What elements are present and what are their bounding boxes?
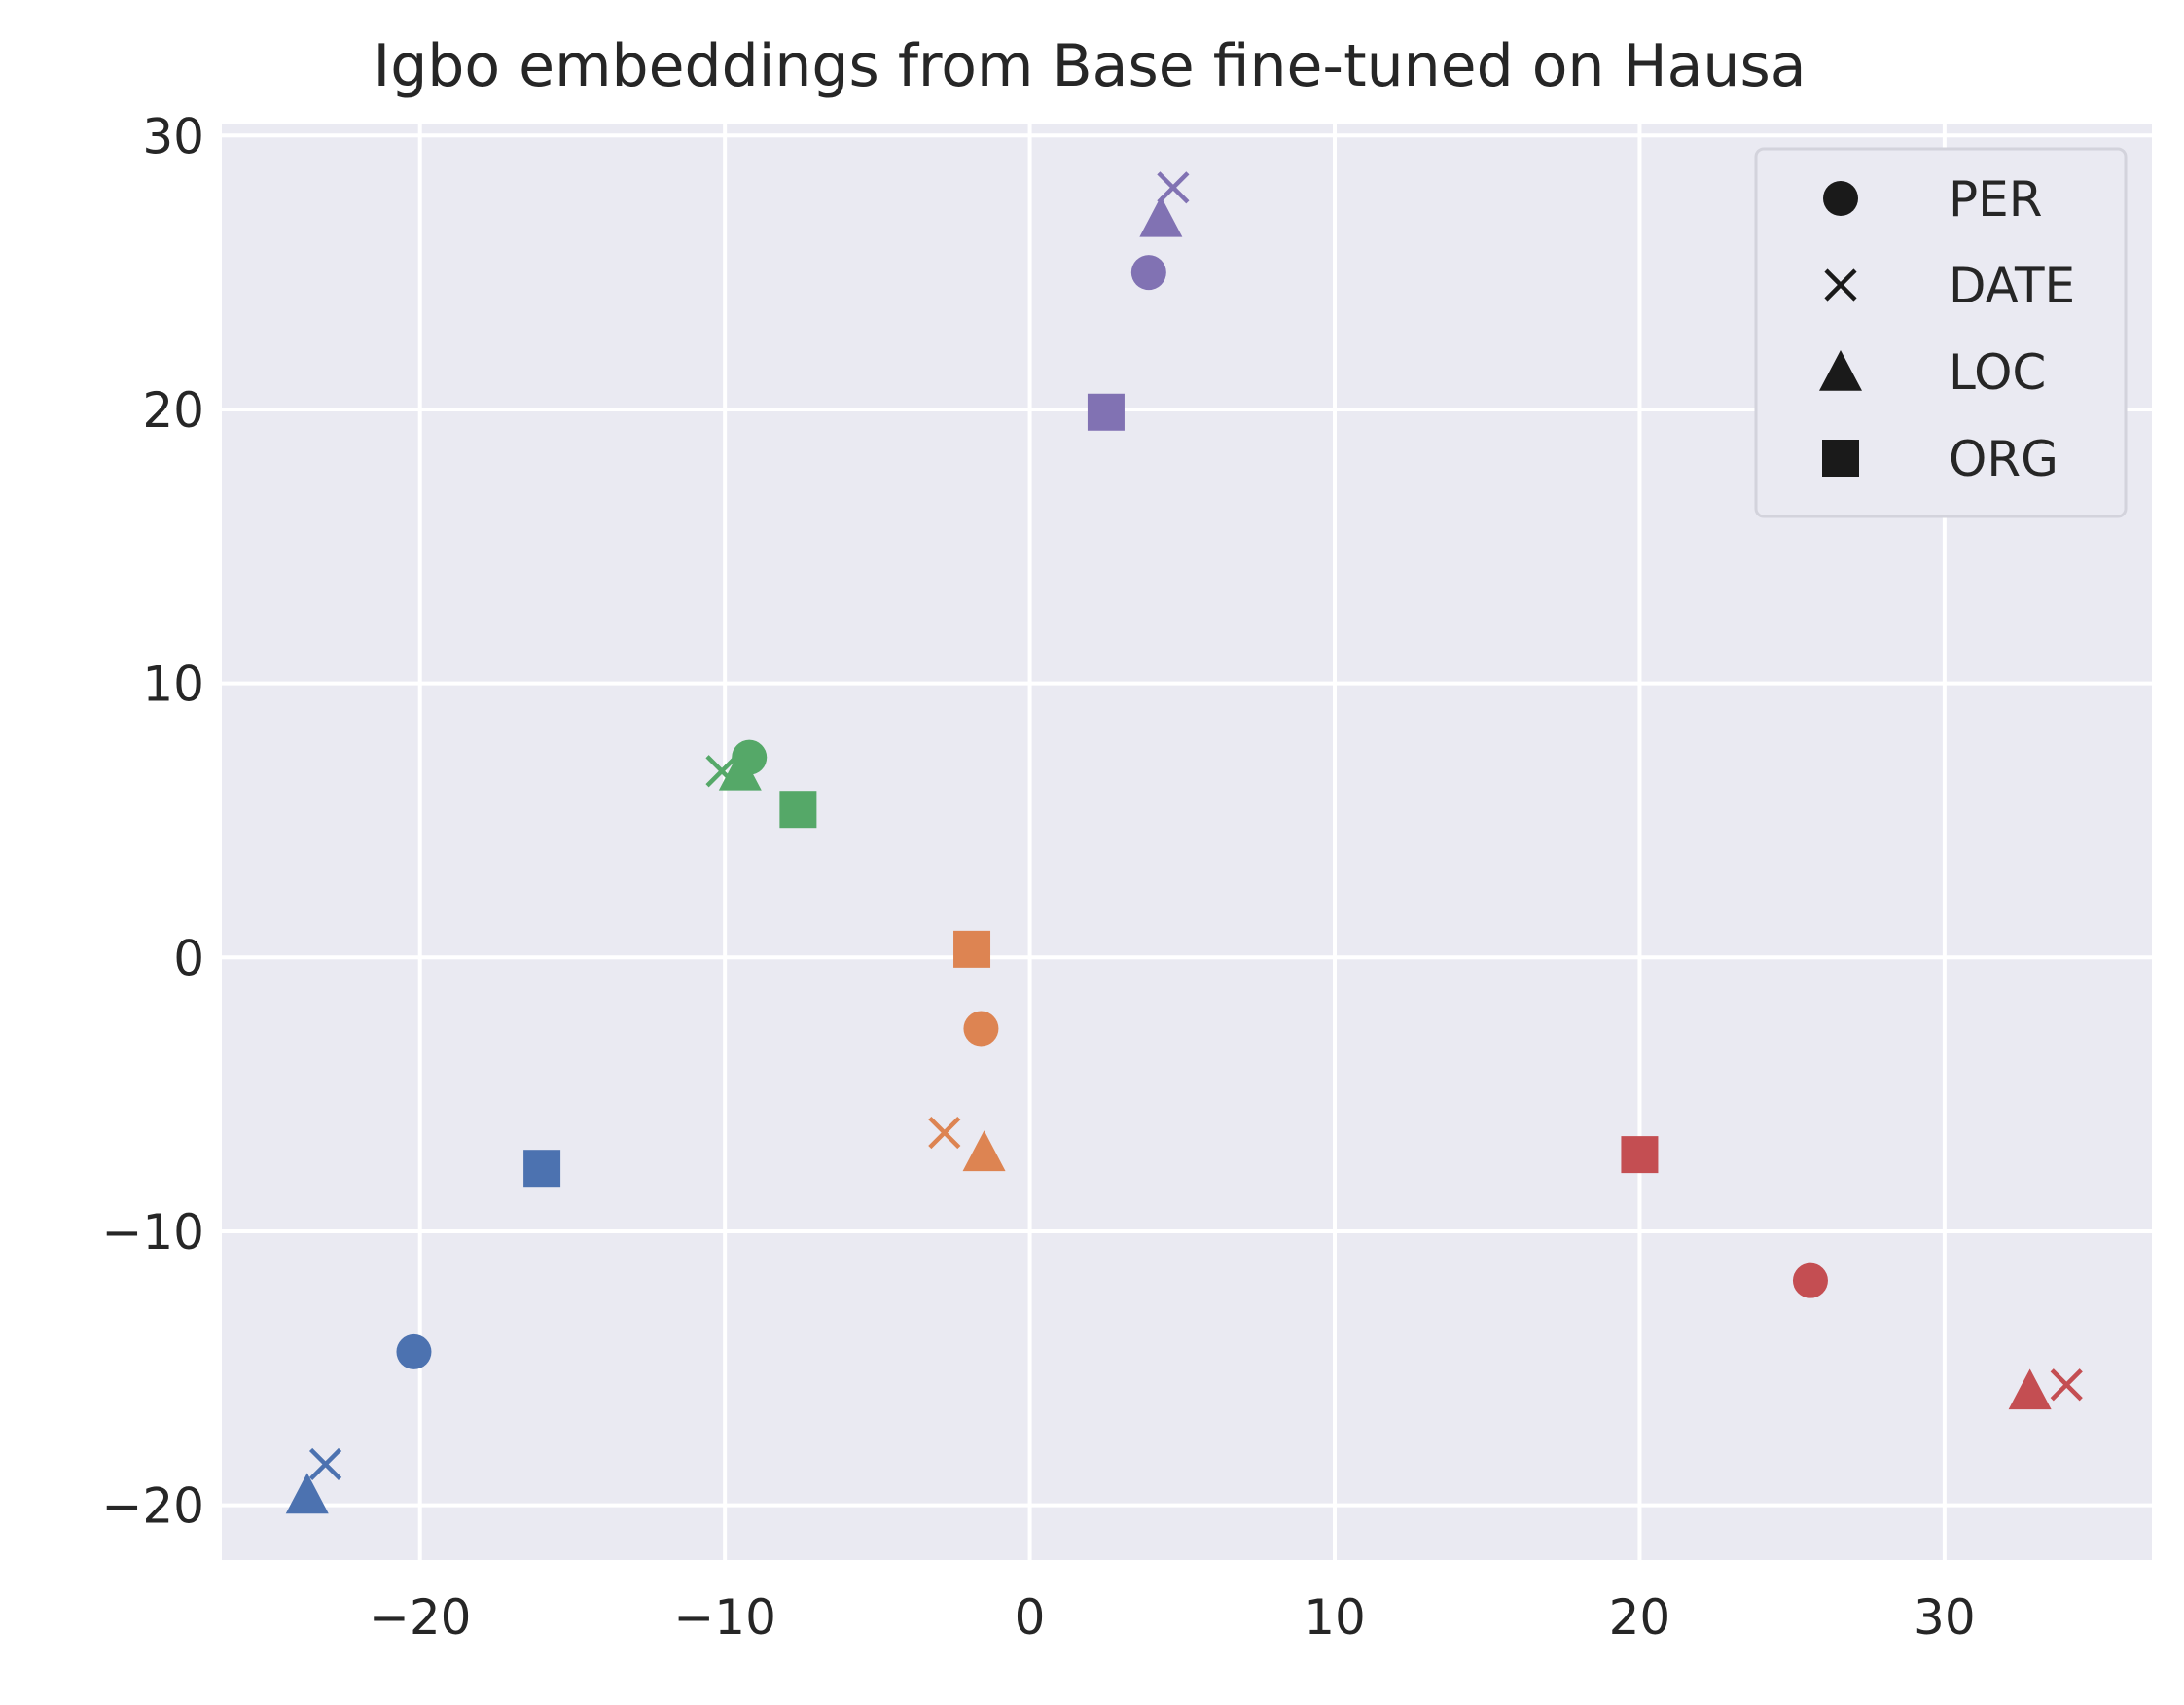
legend-label: ORG [1949, 431, 2059, 487]
y-axis-ticks: −20 −10 0 10 20 30 [101, 108, 204, 1534]
data-point-square [953, 930, 991, 968]
legend-label: PER [1949, 171, 2042, 228]
x-tick-label: −10 [673, 1589, 776, 1646]
data-point-x [928, 1116, 961, 1150]
data-point-circle [1130, 255, 1166, 291]
data-points [285, 171, 2083, 1514]
x-tick-label: 0 [1015, 1589, 1046, 1646]
x-axis-ticks: −20 −10 0 10 20 30 [369, 1589, 1976, 1646]
x-tick-label: 10 [1304, 1589, 1366, 1646]
y-tick-label: −10 [101, 1204, 204, 1261]
legend-label: DATE [1949, 258, 2075, 314]
legend-marker-circle [1823, 181, 1858, 216]
data-point-square [523, 1150, 561, 1188]
legend-marker-square [1822, 440, 1859, 477]
data-point-circle [1792, 1262, 1828, 1298]
y-tick-label: −20 [101, 1478, 204, 1535]
x-tick-label: −20 [369, 1589, 472, 1646]
x-tick-label: 30 [1914, 1589, 1976, 1646]
data-point-triangle [1139, 195, 1183, 237]
data-point-triangle [285, 1473, 329, 1514]
legend-marker-triangle [1819, 350, 1862, 391]
data-point-square [779, 791, 817, 829]
data-point-circle [396, 1333, 432, 1369]
chart-title: Igbo embeddings from Base fine-tuned on … [374, 32, 1807, 100]
data-point-x [308, 1447, 342, 1481]
data-point-square [1087, 393, 1125, 431]
data-point-triangle [718, 749, 762, 791]
legend-label: LOC [1949, 344, 2046, 401]
legend-box [1754, 147, 2128, 518]
y-tick-label: 20 [142, 382, 204, 439]
legend-marker-x [1824, 268, 1857, 302]
y-tick-label: 30 [142, 108, 204, 164]
y-tick-label: 10 [142, 657, 204, 713]
data-point-circle [963, 1011, 999, 1047]
data-point-x [1157, 171, 1190, 204]
x-tick-label: 20 [1609, 1589, 1671, 1646]
y-tick-label: 0 [173, 930, 204, 986]
legend: PER DATE LOC ORG [1754, 147, 2128, 518]
data-point-square [1621, 1136, 1659, 1174]
data-point-triangle [962, 1130, 1006, 1172]
data-point-x [2050, 1368, 2083, 1402]
data-point-triangle [2008, 1368, 2052, 1410]
